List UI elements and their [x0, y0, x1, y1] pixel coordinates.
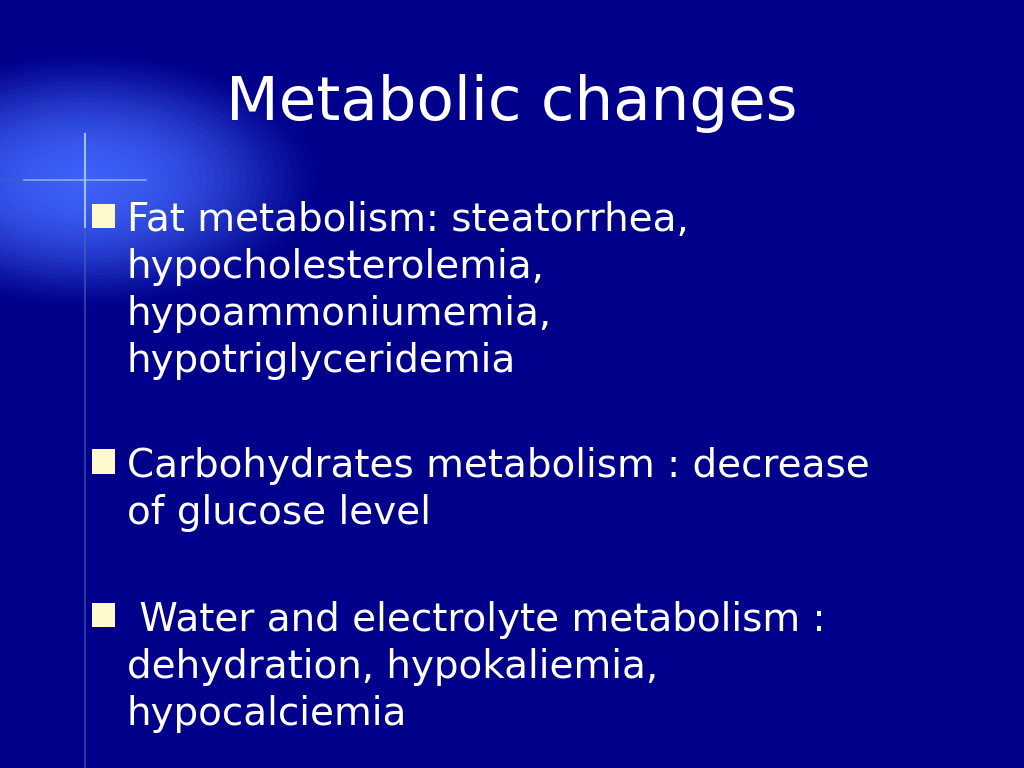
- Ellipse shape: [63, 169, 106, 192]
- Ellipse shape: [0, 102, 230, 259]
- Bar: [92, 603, 115, 627]
- Ellipse shape: [0, 131, 176, 230]
- Ellipse shape: [0, 68, 292, 293]
- Ellipse shape: [9, 140, 161, 221]
- Ellipse shape: [25, 147, 145, 214]
- Ellipse shape: [0, 123, 191, 238]
- Ellipse shape: [79, 177, 91, 184]
- Ellipse shape: [0, 89, 254, 272]
- Text: Water and electrolyte metabolism :
dehydration, hypokaliemia,
hypocalciemia: Water and electrolyte metabolism : dehyd…: [127, 601, 825, 733]
- Ellipse shape: [0, 118, 200, 243]
- Ellipse shape: [0, 73, 285, 288]
- Ellipse shape: [0, 94, 246, 267]
- Ellipse shape: [40, 156, 130, 205]
- Ellipse shape: [0, 111, 215, 250]
- Text: Fat metabolism: steatorrhea,
hypocholesterolemia,
hypoammoniumemia,
hypotriglyce: Fat metabolism: steatorrhea, hypocholest…: [127, 201, 689, 380]
- Ellipse shape: [16, 144, 154, 217]
- Text: Metabolic changes: Metabolic changes: [226, 74, 798, 133]
- Text: Carbohydrates metabolism : decrease
of glucose level: Carbohydrates metabolism : decrease of g…: [127, 447, 869, 532]
- Ellipse shape: [48, 161, 122, 200]
- Bar: [92, 449, 115, 474]
- Ellipse shape: [0, 106, 222, 255]
- Ellipse shape: [0, 85, 261, 276]
- Ellipse shape: [71, 173, 99, 188]
- Ellipse shape: [0, 127, 184, 234]
- Ellipse shape: [0, 114, 207, 247]
- Ellipse shape: [0, 81, 269, 280]
- Ellipse shape: [0, 77, 276, 284]
- Ellipse shape: [1, 135, 169, 226]
- Bar: [92, 204, 115, 228]
- Ellipse shape: [32, 152, 138, 209]
- Ellipse shape: [0, 98, 239, 263]
- Ellipse shape: [55, 164, 115, 197]
